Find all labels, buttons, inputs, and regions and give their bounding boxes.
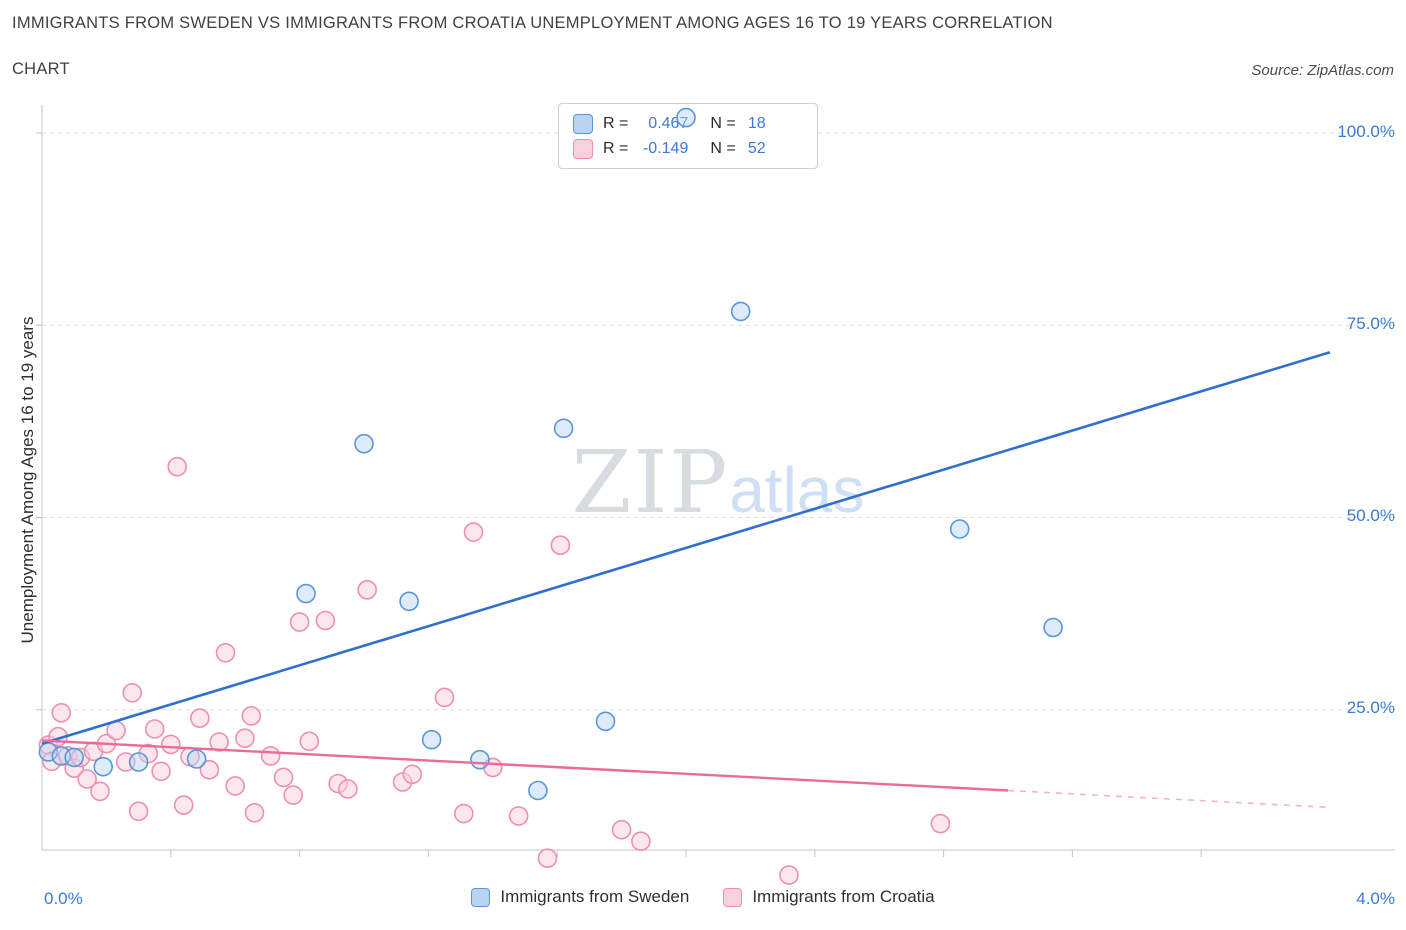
scatter-point-croatia <box>215 642 236 663</box>
r-value-croatia: -0.149 <box>642 139 689 157</box>
scatter-point-croatia <box>90 781 110 802</box>
scatter-point-sweden <box>470 749 490 770</box>
legend-swatch-croatia <box>573 138 593 159</box>
y-tick-100: 100.0% <box>1337 122 1395 141</box>
scatter-point-sweden <box>186 749 207 769</box>
scatter-point-croatia <box>128 801 149 822</box>
scatter-point-sweden <box>730 301 751 322</box>
scatter-point-croatia <box>779 865 799 885</box>
y-tick-50: 50.0% <box>1346 506 1395 525</box>
scatter-point-croatia <box>508 806 529 826</box>
legend-label-sweden: Immigrants from Sweden <box>500 887 690 906</box>
scatter-point-croatia <box>161 734 181 755</box>
scatter-point-sweden <box>1043 617 1063 638</box>
scatter-point-croatia <box>537 848 558 869</box>
scatter-point-sweden <box>93 756 113 777</box>
scatter-point-croatia <box>338 779 358 799</box>
scatter-point-croatia <box>190 708 210 729</box>
scatter-point-croatia <box>273 767 294 788</box>
source-label: Source: <box>1251 62 1304 79</box>
scatter-point-croatia <box>244 802 265 823</box>
trend-line-sweden <box>41 350 1331 745</box>
scatter-point-croatia <box>289 612 310 632</box>
stats-legend-row-croatia: R = -0.149 N = 52 <box>559 138 817 159</box>
scatter-point-croatia <box>453 803 474 824</box>
scatter-point-sweden <box>595 711 616 732</box>
scatter-point-croatia <box>225 776 245 796</box>
scatter-point-croatia <box>144 719 165 739</box>
stats-legend-row-sweden: R = 0.467 N = 18 <box>559 113 817 134</box>
scatter-point-croatia <box>235 728 255 749</box>
series-legend: Immigrants from Sweden Immigrants from C… <box>0 887 1406 907</box>
scatter-point-sweden <box>128 752 149 772</box>
scatter-point-sweden <box>296 583 316 604</box>
scatter-point-sweden <box>421 729 442 750</box>
y-tick-25: 25.0% <box>1346 698 1395 717</box>
x-tick-max: 4.0% <box>1356 889 1395 908</box>
y-tick-75: 75.0% <box>1346 314 1395 333</box>
scatter-point-croatia <box>283 785 304 805</box>
scatter-point-sweden <box>354 433 374 454</box>
scatter-point-croatia <box>434 687 455 708</box>
scatter-point-croatia <box>402 764 423 785</box>
scatter-point-sweden <box>399 591 419 612</box>
scatter-point-croatia <box>173 795 194 815</box>
legend-swatch-croatia <box>723 887 743 907</box>
scatter-point-croatia <box>241 706 262 726</box>
scatter-point-sweden <box>528 780 548 801</box>
page-title: IMMIGRANTS FROM SWEDEN VS IMMIGRANTS FRO… <box>12 14 1053 32</box>
scatter-point-croatia <box>463 522 484 542</box>
legend-label-croatia: Immigrants from Croatia <box>752 887 935 906</box>
scatter-point-croatia <box>151 761 171 782</box>
scatter-point-sweden <box>676 107 696 128</box>
source-attribution: Source: ZipAtlas.com <box>1251 62 1394 79</box>
legend-item-croatia: Immigrants from Croatia <box>723 887 935 907</box>
stats-legend-box: R = 0.467 N = 18 R = -0.149 N = 52 <box>558 103 818 169</box>
scatter-point-croatia <box>209 732 229 752</box>
trend-line-croatia <box>41 739 1009 792</box>
scatter-point-croatia <box>357 579 378 600</box>
legend-item-sweden: Immigrants from Sweden <box>471 887 689 907</box>
r-label: R = <box>603 139 629 157</box>
scatter-point-croatia <box>122 682 142 703</box>
scatter-point-croatia <box>51 702 72 723</box>
scatter-point-croatia <box>77 769 97 789</box>
scatter-point-croatia <box>299 731 320 752</box>
scatter-point-croatia <box>550 535 571 556</box>
scatter-point-croatia <box>199 759 220 780</box>
n-label: N = <box>710 139 736 157</box>
trend-line-croatia-extension <box>1007 789 1331 809</box>
x-tick-min: 0.0% <box>44 889 83 908</box>
scatter-point-croatia <box>167 456 187 477</box>
source-value: ZipAtlas.com <box>1307 62 1394 79</box>
legend-swatch-sweden <box>471 887 491 907</box>
scatter-point-sweden <box>64 747 84 768</box>
scatter-point-croatia <box>930 813 951 834</box>
n-value-croatia: 52 <box>747 139 766 157</box>
scatter-point-croatia <box>315 610 336 631</box>
n-value-sweden: 18 <box>747 114 766 132</box>
scatter-point-croatia <box>611 819 632 840</box>
scatter-point-sweden <box>553 418 574 439</box>
r-label: R = <box>603 114 629 132</box>
n-label: N = <box>710 114 736 132</box>
page-title-line2: CHART <box>12 60 70 78</box>
scatter-point-sweden <box>949 519 970 539</box>
legend-swatch-sweden <box>573 113 593 134</box>
r-value-sweden: 0.467 <box>648 114 689 132</box>
scatter-point-croatia <box>260 746 281 766</box>
scatter-point-croatia <box>631 831 651 852</box>
watermark: ZIPatlas <box>572 433 865 533</box>
